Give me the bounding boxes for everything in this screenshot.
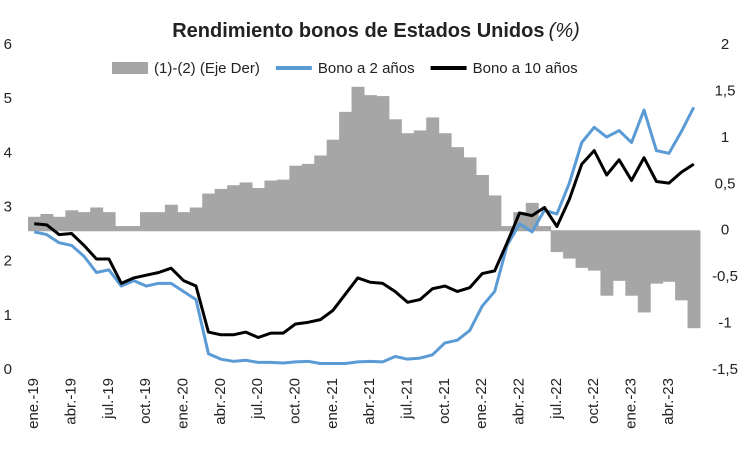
area-segment <box>675 230 689 301</box>
legend-swatch <box>112 62 148 74</box>
x-tick-label: jul.-22 <box>548 378 565 420</box>
area-segment <box>637 230 651 313</box>
area-segment <box>264 180 278 231</box>
area-segment <box>476 175 489 231</box>
x-tick-label: abr.-20 <box>212 378 229 425</box>
y-tick-label: 6 <box>4 36 12 53</box>
legend-label: Bono a 2 años <box>318 60 415 77</box>
area-segment <box>600 230 614 296</box>
area-segment <box>140 212 153 231</box>
x-tick-label: oct.-21 <box>436 378 453 424</box>
area-segment <box>214 188 228 231</box>
x-tick-label: ene.-22 <box>473 378 490 429</box>
y-tick-label: 3 <box>4 198 12 215</box>
legend-label: (1)-(2) (Eje Der) <box>154 60 260 77</box>
area-segment <box>662 230 676 282</box>
x-tick-label: jul.-20 <box>249 378 266 420</box>
line-series <box>34 149 695 339</box>
area-segment <box>376 96 390 231</box>
x-tick-label: abr.-21 <box>361 378 378 425</box>
area-segment <box>127 226 141 231</box>
line-series <box>33 106 696 365</box>
y-tick-label: 0 <box>4 361 12 378</box>
y-tick-label: 5 <box>4 90 12 107</box>
area-segment <box>177 212 191 231</box>
area-segment <box>65 210 79 231</box>
area-segment <box>351 86 365 231</box>
area-segment <box>102 212 116 231</box>
area-segment <box>189 207 203 231</box>
area-segment <box>588 230 601 271</box>
area-segment <box>488 195 502 231</box>
y2-tick-label: 0,5 <box>715 175 736 192</box>
x-tick-label: abr.-23 <box>660 378 677 425</box>
area-segment <box>115 226 129 231</box>
x-tick-label: jul.-19 <box>100 378 117 420</box>
y2-tick-label: -0,5 <box>712 268 738 285</box>
area-segment <box>575 230 589 268</box>
area-segment <box>152 212 166 231</box>
area-segment <box>252 188 265 231</box>
x-tick-label: ene.-19 <box>25 378 42 429</box>
legend-label: Bono a 10 años <box>473 60 578 77</box>
area-segment <box>550 230 564 253</box>
x-tick-label: oct.-19 <box>137 378 154 424</box>
area-segment <box>538 226 552 231</box>
chart-title: Rendimiento bonos de Estados Unidos (%) <box>172 20 580 42</box>
area-segment <box>314 155 328 231</box>
x-tick-label: ene.-23 <box>623 378 640 429</box>
area-segment <box>276 179 290 231</box>
area-segment <box>289 165 303 231</box>
x-tick-label: oct.-22 <box>585 378 602 424</box>
area-segment <box>301 163 315 231</box>
area-segment <box>426 117 440 231</box>
x-tick-label: abr.-19 <box>63 378 80 425</box>
x-tick-label: ene.-20 <box>175 378 192 429</box>
area-segment <box>339 111 353 231</box>
area-segment <box>413 130 427 231</box>
area-segment <box>239 182 253 231</box>
area-segment <box>364 95 377 231</box>
title-text: Rendimiento bonos de Estados Unidos <box>172 20 544 42</box>
area-segment <box>401 133 415 231</box>
area-segment <box>687 230 701 329</box>
x-tick-label: ene.-21 <box>324 378 341 429</box>
area-segment <box>90 207 104 231</box>
y2-tick-label: 2 <box>721 36 729 53</box>
area-segment <box>451 147 465 231</box>
area-segment <box>52 216 66 231</box>
y2-tick-label: 0 <box>721 222 729 239</box>
y2-tick-label: 1 <box>721 129 729 146</box>
x-tick-label: jul.-21 <box>399 378 416 420</box>
y2-tick-label: -1,5 <box>712 361 738 378</box>
area-segment <box>563 230 577 259</box>
x-tick-label: oct.-20 <box>287 378 304 424</box>
y-tick-label: 1 <box>4 307 12 324</box>
area-segment <box>77 212 91 231</box>
area-segment <box>625 230 639 296</box>
y-tick-label: 2 <box>4 253 12 270</box>
area-segment <box>388 119 402 231</box>
title-unit: (%) <box>549 20 580 42</box>
area-segment <box>202 193 216 231</box>
area-segment <box>463 157 477 231</box>
area-segment <box>164 204 178 231</box>
area-segment <box>612 230 626 281</box>
area-segment <box>227 185 241 231</box>
x-tick-label: abr.-22 <box>511 378 528 425</box>
area-segment <box>500 226 514 231</box>
y2-tick-label: 1,5 <box>715 82 736 99</box>
area-segment <box>326 139 340 231</box>
area-segment <box>650 230 664 284</box>
area-segment <box>438 133 452 231</box>
y-tick-label: 4 <box>4 144 12 161</box>
y2-tick-label: -1 <box>718 315 731 332</box>
